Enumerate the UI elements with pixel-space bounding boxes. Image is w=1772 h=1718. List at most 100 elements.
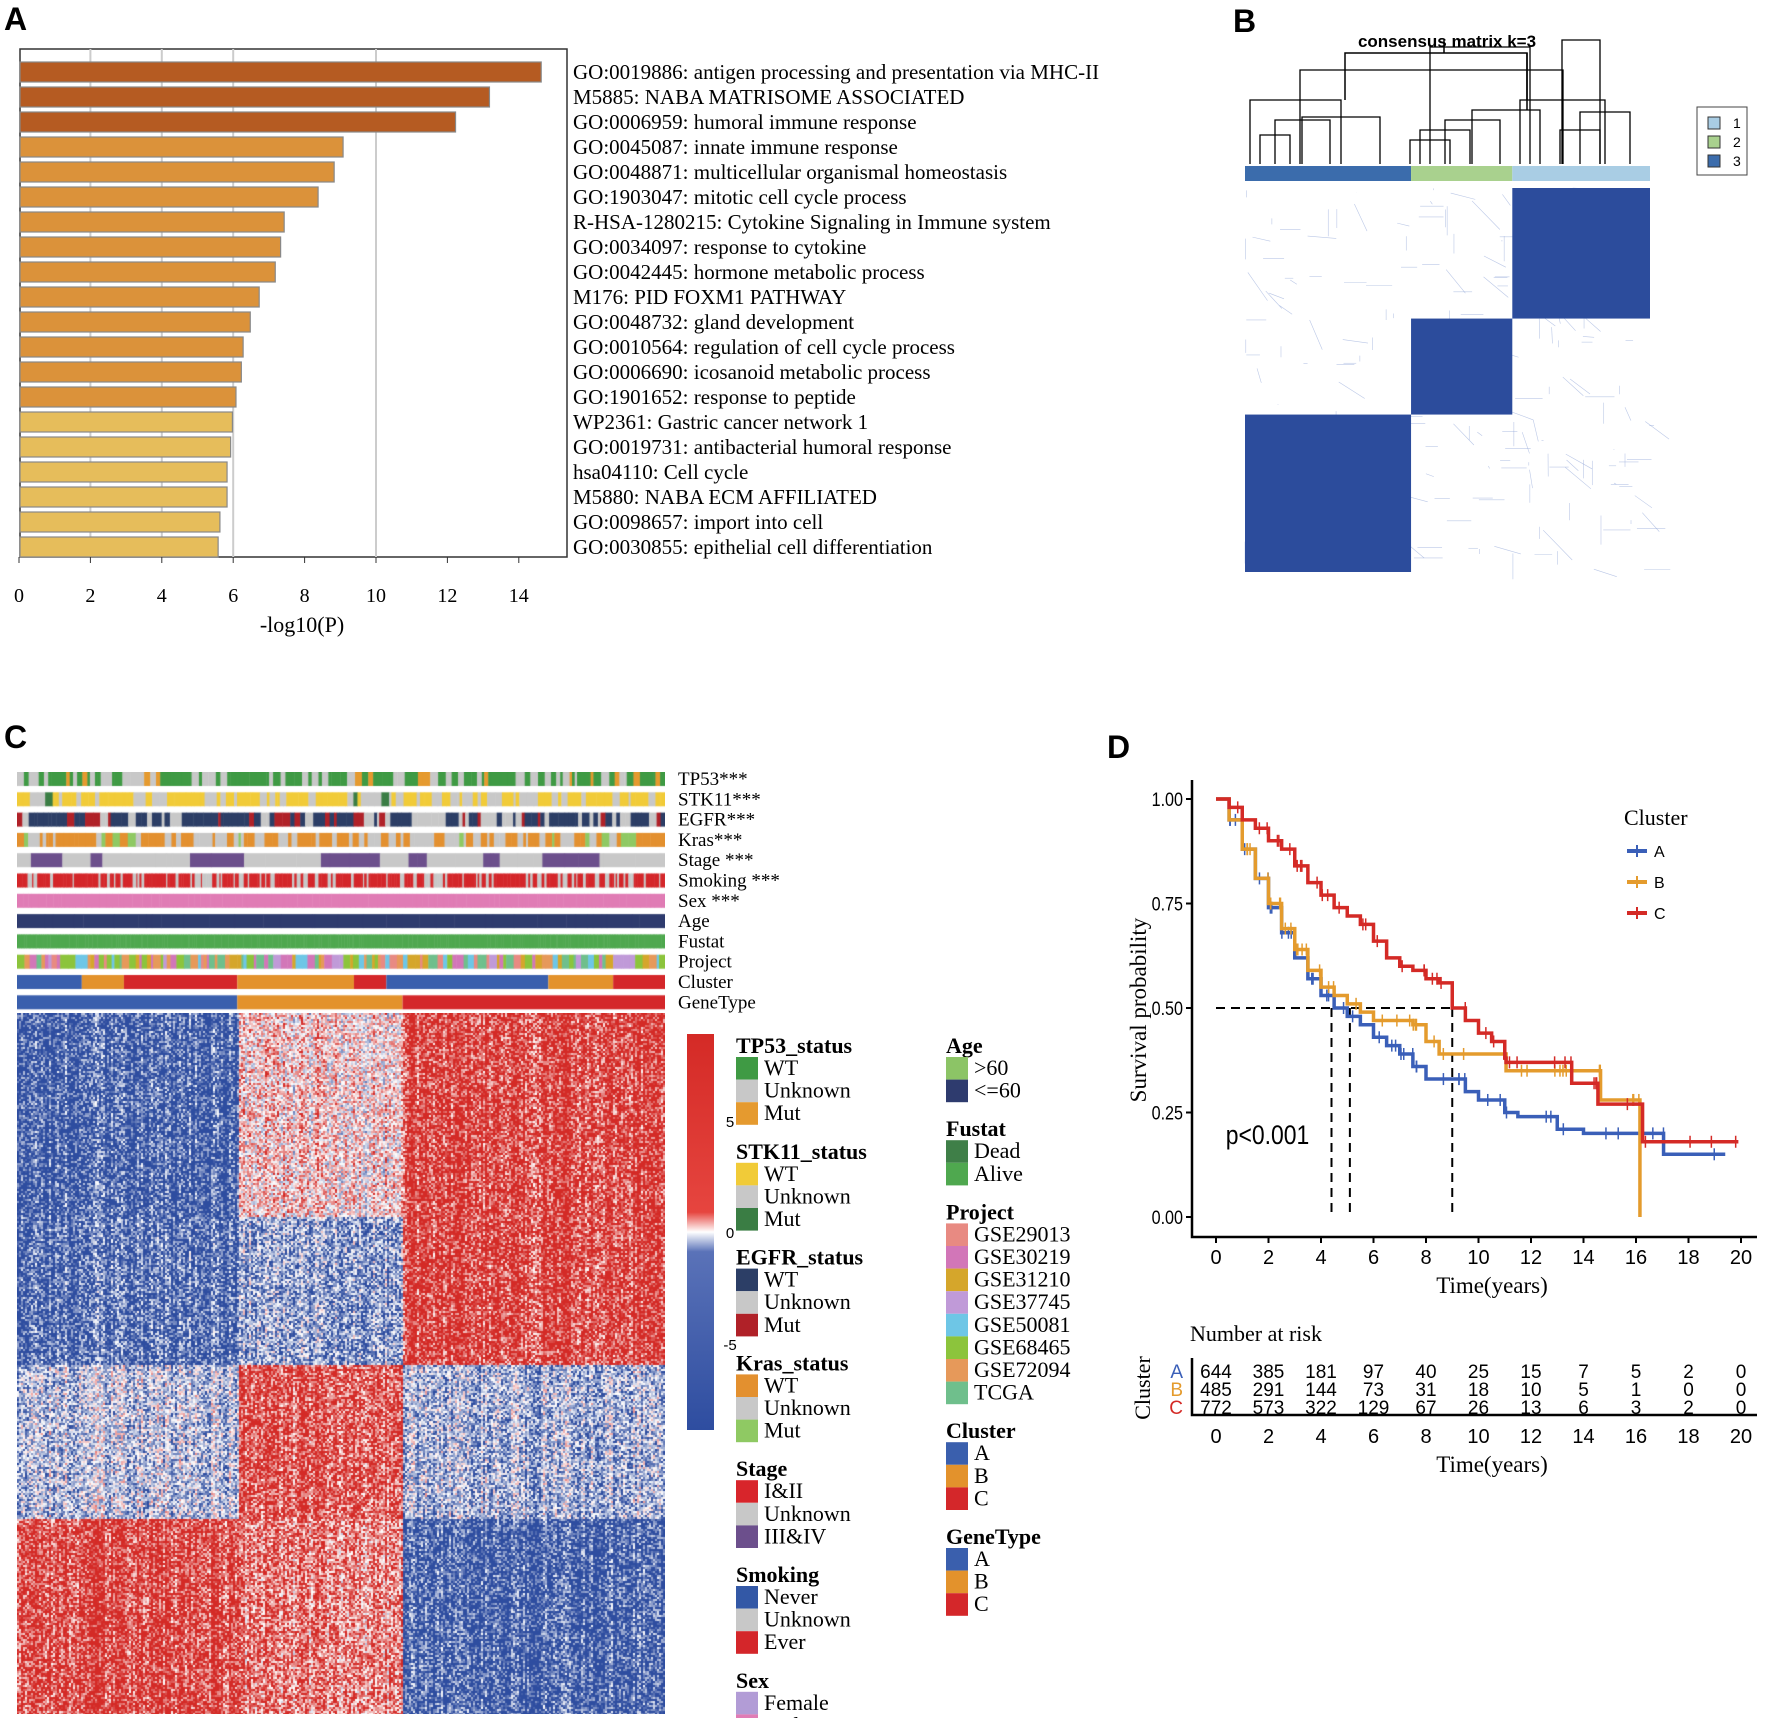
bar (19, 61, 542, 83)
x-tick-label: 10 (1467, 1247, 1489, 1269)
legend-swatch (736, 1691, 758, 1715)
risk-count: 97 (1363, 1362, 1384, 1383)
axes (1190, 780, 1757, 1239)
legend-swatch (736, 1313, 758, 1337)
legend-item-label: A (974, 1440, 990, 1465)
consensus-block (1512, 188, 1650, 319)
legend-swatch (946, 1548, 968, 1571)
legend-label: 1 (1733, 115, 1741, 131)
annotation-row-label: Smoking *** (678, 871, 780, 892)
y-tick-label: 0.50 (1152, 998, 1184, 1020)
legend-item-label: A (974, 1546, 990, 1571)
consensus-block (1245, 414, 1412, 572)
dendrogram-branch (1429, 46, 1531, 164)
risk-x-tick-label: 10 (1467, 1426, 1489, 1448)
bar (19, 261, 276, 283)
cluster-bar-3 (1245, 166, 1412, 181)
legend-item-label: >60 (974, 1055, 1008, 1080)
legend-item-label: GSE68465 (974, 1334, 1071, 1359)
legend-item-label: Never (764, 1584, 818, 1609)
noise-mark (1502, 194, 1511, 206)
risk-count: 26 (1468, 1398, 1489, 1419)
noise-mark (1494, 546, 1521, 555)
noise-mark (1247, 272, 1268, 301)
bar (19, 186, 319, 208)
legend-label: A (1654, 844, 1665, 861)
legend-swatch (736, 1185, 758, 1208)
bar (19, 411, 234, 433)
legend-label: 2 (1733, 134, 1741, 150)
legend-item-label: Unknown (764, 1183, 851, 1208)
dendrogram-root (1443, 40, 1528, 100)
risk-count: 13 (1520, 1398, 1541, 1419)
x-tick-label: 14 (509, 585, 529, 607)
risk-count: 573 (1253, 1398, 1285, 1419)
noise-mark (1565, 453, 1593, 470)
bar (19, 161, 335, 183)
bar-label: GO:0019731: antibacterial humoral respon… (573, 435, 951, 459)
bar-label: GO:1901652: response to peptide (573, 385, 856, 409)
y-tick-label: 0.25 (1152, 1102, 1184, 1124)
risk-count: 5 (1578, 1380, 1589, 1401)
x-tick-label: 14 (1572, 1247, 1594, 1269)
enrichment-bar-chart: GO:0019886: antigen processing and prese… (14, 48, 1099, 637)
legend-swatch (946, 1570, 968, 1594)
legend-swatch (946, 1313, 968, 1337)
x-tick-label: 20 (1730, 1247, 1752, 1269)
risk-count: 15 (1520, 1362, 1541, 1383)
noise-mark (1551, 327, 1553, 344)
risk-x-tick-label: 2 (1263, 1426, 1274, 1448)
bar (19, 236, 282, 258)
bar-label: GO:0030855: epithelial cell differentiat… (573, 535, 933, 559)
legend-item-label: Alive (974, 1161, 1023, 1186)
bar (19, 111, 457, 133)
legend-swatch (736, 1397, 758, 1420)
legend-swatch (946, 1057, 968, 1080)
bar (19, 336, 244, 358)
risk-count: 40 (1415, 1362, 1436, 1383)
legend-item-label: WT (764, 1267, 799, 1292)
risk-count: 0 (1736, 1362, 1747, 1383)
noise-mark (1430, 201, 1433, 205)
legend-item-label: GSE29013 (974, 1221, 1071, 1246)
noise-mark (1521, 432, 1530, 454)
survival-plot: 0.000.250.500.751.000 2 4 6 8 10 12 14 16 18 20Tim… (1126, 780, 1757, 1477)
risk-x-tick-label: 4 (1315, 1426, 1326, 1448)
legend-item-label: GSE72094 (974, 1357, 1071, 1382)
legend-swatch (736, 1268, 758, 1292)
legend-swatch (946, 1442, 968, 1465)
risk-row-group: C (1169, 1398, 1183, 1419)
legend-item-label: Ever (764, 1629, 806, 1654)
risk-count: 2 (1683, 1398, 1694, 1419)
panel-label-b: B (1233, 3, 1256, 39)
annotation-row-label: Stage *** (678, 850, 753, 871)
legend-swatch (946, 1381, 968, 1405)
legend-item-label: GSE31210 (974, 1267, 1071, 1292)
x-tick-label: 8 (1420, 1247, 1431, 1269)
y-tick-label: 1.00 (1152, 789, 1184, 811)
bar (19, 461, 228, 483)
legend-item-label: Mut (764, 1206, 801, 1231)
legend-swatch (946, 1464, 968, 1488)
risk-x-tick-label: 8 (1420, 1426, 1431, 1448)
legend-title: Stage (736, 1456, 788, 1481)
legend-title: Sex (736, 1668, 769, 1693)
risk-count: 1 (1631, 1380, 1642, 1401)
bar-label: GO:0019886: antigen processing and prese… (573, 60, 1099, 84)
bar-label: GO:0045087: innate immune response (573, 135, 898, 159)
noise-mark (1569, 378, 1591, 395)
legend-swatch (736, 1079, 758, 1103)
annotation-row-label: STK11*** (678, 789, 761, 810)
legend-swatch (1707, 116, 1721, 130)
legend-item-label: TCGA (974, 1380, 1034, 1405)
legend-item-label: Male (764, 1712, 809, 1718)
colorbar (687, 1034, 714, 1430)
x-tick-label: 0 (1210, 1247, 1221, 1269)
bar (19, 386, 237, 408)
colorbar-tick-label: 0 (726, 1225, 734, 1242)
legend-swatch (946, 1268, 968, 1292)
noise-mark (1450, 192, 1476, 200)
legend-item-label: Dead (974, 1138, 1020, 1163)
noise-mark (1338, 381, 1365, 399)
noise-mark (1477, 431, 1483, 436)
